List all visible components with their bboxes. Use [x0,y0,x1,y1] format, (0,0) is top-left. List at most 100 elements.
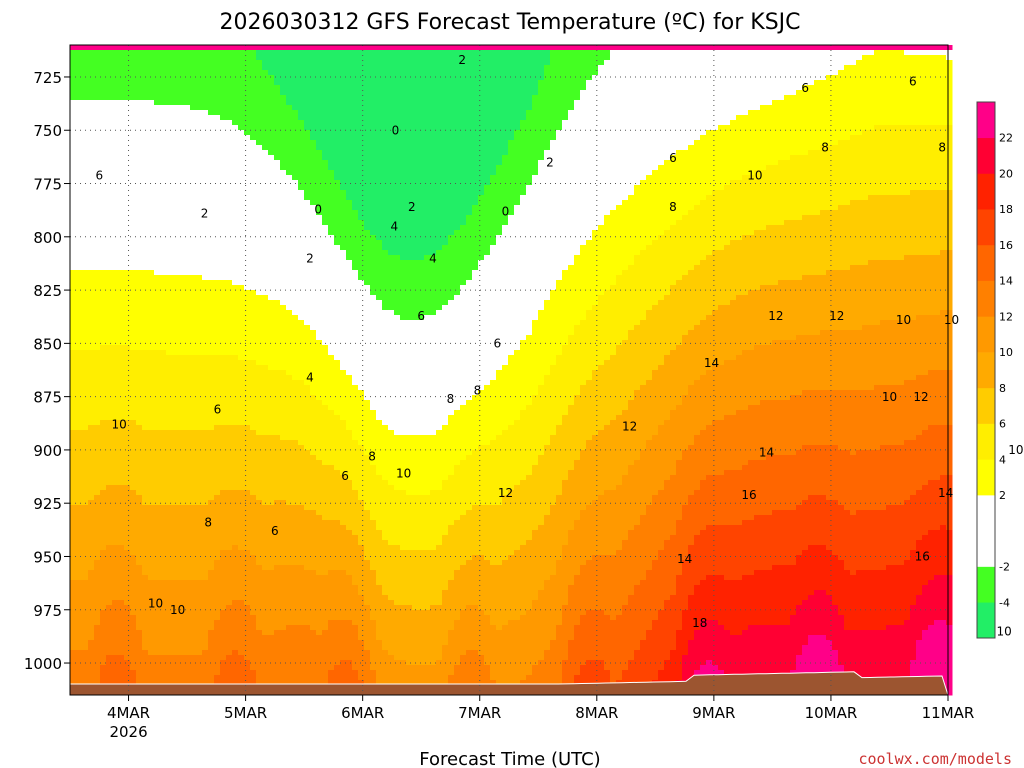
heatmap-cell [88,465,95,471]
heatmap-cell [118,315,125,321]
heatmap-cell [88,170,95,176]
heatmap-cell [136,460,143,466]
heatmap-cell [124,395,131,401]
heatmap-cell [220,290,227,296]
heatmap-cell [292,70,299,76]
heatmap-cell [208,55,215,61]
heatmap-cell [298,325,305,331]
heatmap-cell [202,340,209,346]
heatmap-cell [148,390,155,396]
heatmap-cell [166,550,173,556]
heatmap-cell [196,230,203,236]
heatmap-cell [178,180,185,186]
heatmap-cell [232,195,239,201]
heatmap-cell [286,260,293,266]
heatmap-cell [238,140,245,146]
heatmap-cell [238,235,245,241]
heatmap-cell [238,505,245,511]
heatmap-cell [268,575,275,581]
heatmap-cell [94,615,101,621]
heatmap-cell [262,285,269,291]
heatmap-cell [220,120,227,126]
heatmap-cell [136,60,143,66]
heatmap-cell [76,50,83,56]
heatmap-cell [292,540,299,546]
heatmap-cell [250,145,257,151]
heatmap-cell [292,355,299,361]
heatmap-cell [94,300,101,306]
heatmap-cell [118,45,125,51]
heatmap-cell [160,590,167,596]
heatmap-cell [256,140,263,146]
heatmap-cell [136,545,143,551]
heatmap-cell [100,480,107,486]
heatmap-cell [262,45,269,51]
heatmap-cell [148,465,155,471]
heatmap-cell [148,270,155,276]
heatmap-cell [268,330,275,336]
heatmap-cell [292,130,299,136]
heatmap-cell [178,105,185,111]
heatmap-cell [256,555,263,561]
heatmap-cell [292,210,299,216]
heatmap-cell [280,630,287,636]
heatmap-cell [208,170,215,176]
heatmap-cell [124,360,131,366]
heatmap-cell [142,625,149,631]
heatmap-cell [82,265,89,271]
heatmap-cell [202,545,209,551]
heatmap-cell [112,160,119,166]
heatmap-cell [178,335,185,341]
heatmap-cell [142,430,149,436]
heatmap-cell [148,500,155,506]
heatmap-cell [244,475,251,481]
heatmap-cell [208,580,215,586]
heatmap-cell [286,480,293,486]
heatmap-cell [262,350,269,356]
heatmap-cell [280,120,287,126]
heatmap-cell [256,340,263,346]
heatmap-cell [190,475,197,481]
heatmap-cell [160,125,167,131]
heatmap-cell [142,445,149,451]
heatmap-cell [268,550,275,556]
heatmap-cell [88,45,95,51]
heatmap-cell [250,160,257,166]
heatmap-cell [106,385,113,391]
heatmap-cell [220,495,227,501]
heatmap-cell [196,70,203,76]
heatmap-cell [88,285,95,291]
heatmap-cell [196,140,203,146]
heatmap-cell [112,100,119,106]
heatmap-cell [166,215,173,221]
heatmap-cell [226,250,233,256]
heatmap-cell [160,175,167,181]
heatmap-cell [220,665,227,671]
heatmap-cell [286,540,293,546]
heatmap-cell [88,565,95,571]
heatmap-cell [226,520,233,526]
heatmap-cell [160,225,167,231]
heatmap-cell [172,80,179,86]
heatmap-cell [100,595,107,601]
heatmap-cell [274,190,281,196]
heatmap-cell [124,295,131,301]
heatmap-cell [226,650,233,656]
heatmap-cell [226,155,233,161]
heatmap-cell [220,450,227,456]
heatmap-cell [256,110,263,116]
heatmap-cell [88,660,95,666]
heatmap-cell [298,295,305,301]
heatmap-cell [262,435,269,441]
heatmap-cell [178,515,185,521]
heatmap-cell [214,545,221,551]
heatmap-cell [184,190,191,196]
heatmap-cell [82,105,89,111]
heatmap-cell [202,115,209,121]
heatmap-cell [76,230,83,236]
heatmap-cell [160,555,167,561]
heatmap-cell [76,305,83,311]
heatmap-cell [274,70,281,76]
heatmap-cell [106,230,113,236]
heatmap-cell [166,495,173,501]
